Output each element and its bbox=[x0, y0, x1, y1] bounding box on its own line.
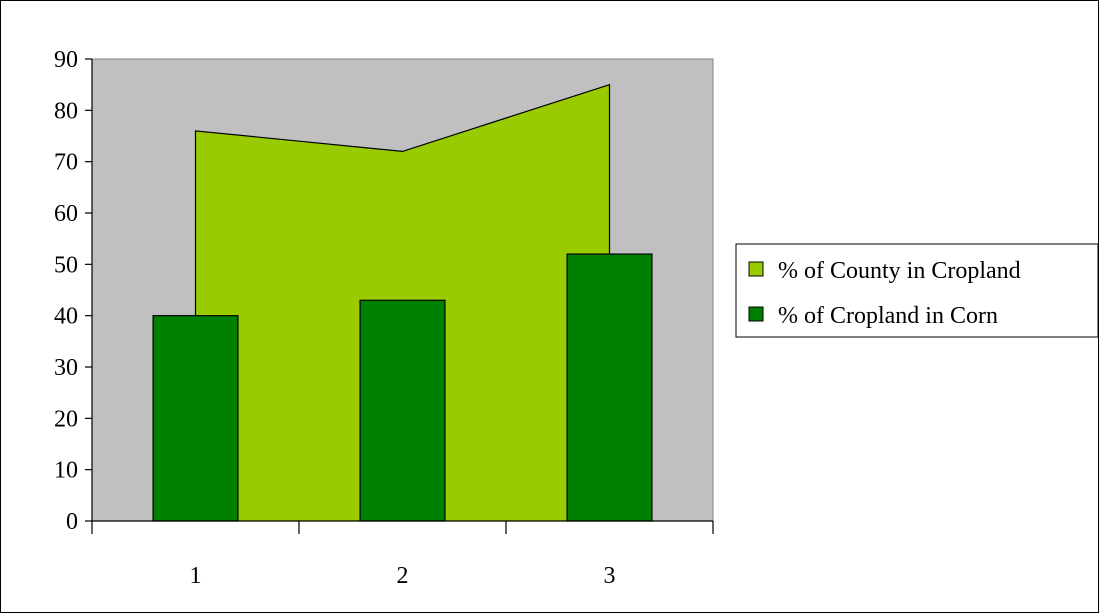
y-tick-label: 10 bbox=[54, 458, 78, 484]
area-outline-county-in-cropland bbox=[194, 83, 611, 521]
legend-box bbox=[735, 243, 1099, 338]
y-tick-label: 20 bbox=[54, 406, 78, 432]
bar-cropland-in-corn-2 bbox=[359, 299, 446, 522]
legend-swatch-cropland-in-corn bbox=[748, 306, 764, 322]
legend-label-county-in-cropland: % of County in Cropland bbox=[778, 258, 1021, 284]
y-tick-label: 90 bbox=[54, 47, 78, 73]
y-tick-label: 0 bbox=[66, 509, 78, 535]
x-tick-label: 2 bbox=[397, 563, 409, 589]
x-tick-label: 1 bbox=[190, 563, 202, 589]
bar-cropland-in-corn-1 bbox=[152, 315, 239, 522]
y-tick-label: 60 bbox=[54, 201, 78, 227]
y-tick-label: 50 bbox=[54, 252, 78, 278]
y-tick-label: 70 bbox=[54, 150, 78, 176]
bar-cropland-in-corn-3 bbox=[566, 253, 653, 522]
legend-label-cropland-in-corn: % of Cropland in Corn bbox=[778, 303, 998, 329]
legend-swatch-county-in-cropland bbox=[748, 261, 764, 277]
y-tick-label: 30 bbox=[54, 355, 78, 381]
y-tick-label: 80 bbox=[54, 98, 78, 124]
legend: % of County in Cropland % of Cropland in… bbox=[735, 243, 1099, 338]
y-tick-label: 40 bbox=[54, 304, 78, 330]
x-tick-label: 3 bbox=[604, 563, 616, 589]
